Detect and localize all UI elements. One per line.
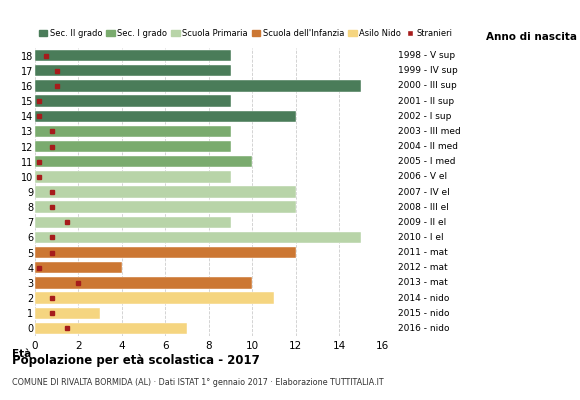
Text: 2002 - I sup: 2002 - I sup <box>398 112 451 121</box>
Text: 2006 - V el: 2006 - V el <box>398 172 447 181</box>
Bar <box>35 110 296 122</box>
Bar <box>35 262 122 274</box>
Bar <box>35 141 230 152</box>
Bar <box>35 277 252 289</box>
Text: 2014 - nido: 2014 - nido <box>398 294 450 303</box>
Bar <box>35 65 230 76</box>
Bar <box>35 80 361 92</box>
Bar <box>35 232 361 243</box>
Bar <box>35 247 296 258</box>
Text: 2000 - III sup: 2000 - III sup <box>398 81 457 90</box>
Bar <box>35 156 252 167</box>
Bar <box>35 186 296 198</box>
Text: 2009 - II el: 2009 - II el <box>398 218 447 227</box>
Text: 2016 - nido: 2016 - nido <box>398 324 450 333</box>
Text: 2001 - II sup: 2001 - II sup <box>398 96 454 106</box>
Text: 2011 - mat: 2011 - mat <box>398 248 448 257</box>
Bar <box>35 95 230 107</box>
Bar <box>35 308 100 319</box>
Text: 2004 - II med: 2004 - II med <box>398 142 458 151</box>
Text: 1999 - IV sup: 1999 - IV sup <box>398 66 458 75</box>
Bar <box>35 126 230 137</box>
Text: COMUNE DI RIVALTA BORMIDA (AL) · Dati ISTAT 1° gennaio 2017 · Elaborazione TUTTI: COMUNE DI RIVALTA BORMIDA (AL) · Dati IS… <box>12 378 383 387</box>
Text: 1998 - V sup: 1998 - V sup <box>398 51 455 60</box>
Bar <box>35 323 187 334</box>
Bar <box>35 50 230 61</box>
Bar <box>35 217 230 228</box>
Bar <box>35 292 274 304</box>
Text: Età: Età <box>12 349 31 359</box>
Text: 2012 - mat: 2012 - mat <box>398 263 448 272</box>
Text: Popolazione per età scolastica - 2017: Popolazione per età scolastica - 2017 <box>12 354 259 367</box>
Bar <box>35 202 296 213</box>
Bar <box>35 171 230 182</box>
Text: Anno di nascita: Anno di nascita <box>486 32 577 42</box>
Text: 2003 - III med: 2003 - III med <box>398 127 461 136</box>
Text: 2013 - mat: 2013 - mat <box>398 278 448 288</box>
Text: 2008 - III el: 2008 - III el <box>398 203 449 212</box>
Text: 2005 - I med: 2005 - I med <box>398 157 456 166</box>
Legend: Sec. II grado, Sec. I grado, Scuola Primaria, Scuola dell'Infanzia, Asilo Nido, : Sec. II grado, Sec. I grado, Scuola Prim… <box>39 29 452 38</box>
Text: 2007 - IV el: 2007 - IV el <box>398 188 450 196</box>
Text: 2015 - nido: 2015 - nido <box>398 309 450 318</box>
Text: 2010 - I el: 2010 - I el <box>398 233 444 242</box>
